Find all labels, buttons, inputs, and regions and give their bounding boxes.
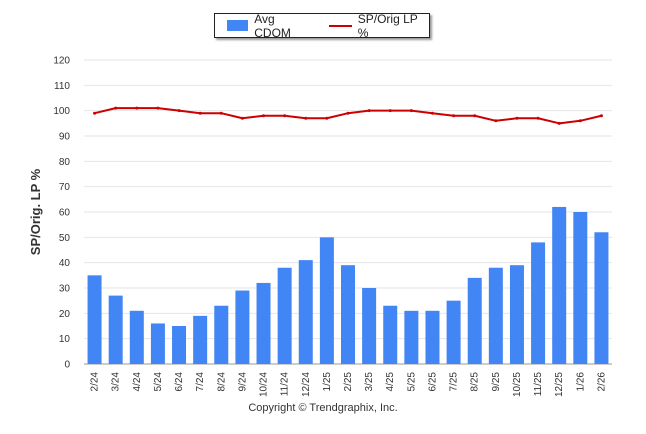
y-tick-label: 100 — [53, 106, 70, 117]
y-tick-label: 30 — [59, 284, 71, 295]
copyright-footer: Copyright © Trendgraphix, Inc. — [248, 402, 398, 414]
bar-avg-cdom — [108, 295, 123, 364]
x-tick-label: 10/24 — [259, 372, 270, 397]
y-tick-label: 40 — [59, 258, 71, 269]
bar-avg-cdom — [87, 275, 102, 364]
bar-avg-cdom — [341, 265, 355, 364]
y-tick-label: 110 — [54, 81, 70, 92]
x-tick-label: 1/25 — [322, 372, 333, 392]
legend-swatch-line — [328, 24, 352, 27]
line-point-sp-orig-lp — [557, 121, 561, 125]
x-tick-label: 11/25 — [533, 372, 544, 397]
x-tick-label: 3/25 — [364, 372, 375, 392]
legend-label-avg-cdom: Avg CDOM — [254, 11, 291, 40]
bar-avg-cdom — [319, 237, 334, 364]
bar-avg-cdom — [467, 277, 482, 364]
bar-avg-cdom — [214, 305, 229, 364]
x-tick-label: 11/24 — [280, 372, 291, 397]
bar-avg-cdom — [446, 300, 461, 364]
bar-avg-cdom — [298, 260, 313, 364]
x-tick-label: 4/24 — [132, 372, 143, 392]
x-tick-label: 5/24 — [153, 372, 164, 392]
x-tick-label: 12/25 — [554, 372, 565, 397]
line-point-sp-orig-lp — [304, 116, 308, 120]
x-tick-label: 1/26 — [575, 372, 586, 392]
bar-avg-cdom — [425, 310, 440, 364]
y-tick-label: 80 — [59, 157, 71, 168]
bar-avg-cdom — [129, 310, 144, 364]
bar-avg-cdom — [193, 315, 208, 364]
line-point-sp-orig-lp — [578, 119, 582, 123]
x-tick-label: 7/25 — [449, 372, 460, 392]
bar-avg-cdom — [277, 267, 292, 364]
bar-avg-cdom — [552, 206, 567, 364]
y-tick-label: 20 — [59, 309, 71, 320]
x-tick-label: 5/25 — [406, 372, 417, 392]
y-axis-title: SP/Orig. LP % — [28, 168, 43, 255]
bar-avg-cdom — [256, 282, 271, 364]
line-point-sp-orig-lp — [135, 106, 139, 110]
line-point-sp-orig-lp — [388, 109, 392, 113]
bar-avg-cdom — [573, 212, 588, 364]
line-point-sp-orig-lp — [599, 114, 603, 118]
line-point-sp-orig-lp — [177, 109, 181, 113]
x-tick-label: 2/25 — [343, 372, 354, 392]
line-point-sp-orig-lp — [494, 119, 498, 123]
y-tick-label: 50 — [59, 233, 71, 244]
line-point-sp-orig-lp — [219, 111, 223, 115]
legend-swatch-bar — [227, 20, 249, 31]
x-tick-label: 10/25 — [512, 372, 523, 397]
x-tick-label: 3/24 — [111, 372, 122, 392]
y-tick-label: 90 — [59, 132, 71, 143]
line-point-sp-orig-lp — [346, 111, 350, 115]
x-tick-label: 2/24 — [90, 372, 101, 392]
y-tick-label: 60 — [59, 208, 71, 219]
line-point-sp-orig-lp — [515, 116, 519, 120]
x-tick-label: 2/26 — [596, 372, 607, 392]
bar-avg-cdom — [172, 326, 187, 364]
x-tick-label: 9/25 — [491, 372, 502, 392]
chart-legend: Avg CDOM SP/Orig LP % — [214, 11, 430, 40]
x-tick-label: 6/25 — [427, 372, 438, 392]
line-point-sp-orig-lp — [198, 111, 202, 115]
line-point-sp-orig-lp — [367, 109, 371, 113]
x-tick-label: 12/24 — [301, 372, 312, 397]
line-point-sp-orig-lp — [452, 114, 456, 118]
bar-avg-cdom — [150, 323, 165, 364]
line-point-sp-orig-lp — [240, 116, 244, 120]
bar-avg-cdom — [383, 305, 398, 364]
line-point-sp-orig-lp — [262, 114, 266, 118]
line-point-sp-orig-lp — [430, 111, 434, 115]
x-tick-label: 4/25 — [385, 372, 396, 392]
bar-avg-cdom — [531, 242, 546, 364]
x-tick-label: 6/24 — [174, 372, 185, 392]
y-tick-label: 10 — [59, 334, 71, 345]
line-point-sp-orig-lp — [283, 114, 287, 118]
bar-avg-cdom — [488, 267, 503, 364]
bar-avg-cdom — [594, 232, 609, 364]
x-tick-label: 9/24 — [237, 372, 248, 392]
y-tick-label: 120 — [53, 56, 70, 67]
legend-item-avg-cdom[interactable]: Avg CDOM — [227, 12, 313, 40]
bar-avg-cdom — [509, 265, 524, 364]
line-point-sp-orig-lp — [473, 114, 477, 118]
line-point-sp-orig-lp — [114, 106, 118, 110]
line-point-sp-orig-lp — [536, 116, 540, 120]
y-tick-label: 0 — [64, 360, 70, 371]
bar-avg-cdom — [235, 290, 250, 364]
line-point-sp-orig-lp — [325, 116, 329, 120]
line-point-sp-orig-lp — [156, 106, 160, 110]
x-tick-label: 7/24 — [195, 372, 206, 392]
x-tick-label: 8/25 — [470, 372, 481, 392]
bar-avg-cdom — [362, 288, 377, 364]
bar-avg-cdom — [404, 310, 419, 364]
line-point-sp-orig-lp — [409, 109, 413, 113]
line-point-sp-orig-lp — [93, 111, 97, 115]
legend-label-sp-orig-lp: SP/Orig LP % — [357, 11, 418, 40]
x-tick-label: 8/24 — [216, 372, 227, 392]
y-tick-label: 70 — [59, 182, 71, 193]
legend-item-sp-orig-lp[interactable]: SP/Orig LP % — [328, 11, 429, 40]
